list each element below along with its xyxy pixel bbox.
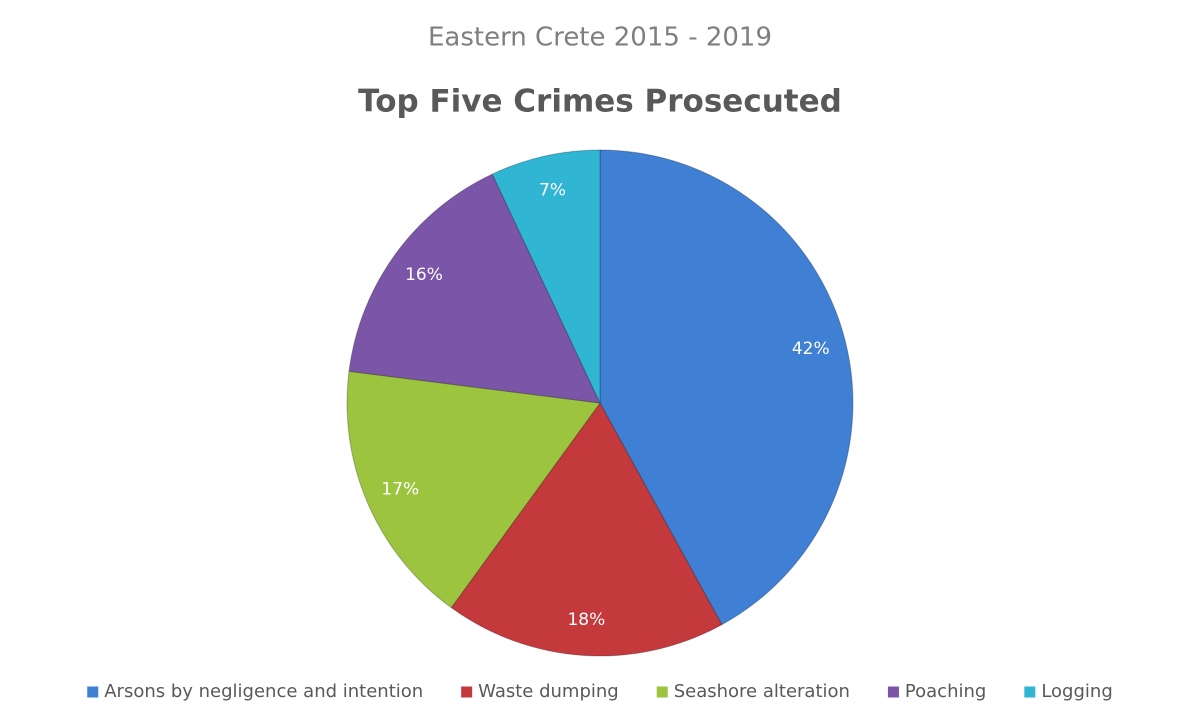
pie-slice [348,173,601,404]
legend-swatch [461,686,473,698]
legend-label: Logging [1041,681,1112,702]
pie-slice [599,149,854,626]
pie-slice [491,149,601,404]
chart-subtitle: Eastern Crete 2015 - 2019 [428,23,772,53]
pie-slice [346,370,601,609]
legend-label: Arsons by negligence and intention [104,681,423,702]
legend-label: Waste dumping [478,681,619,702]
legend-swatch [1024,686,1036,698]
data-label: 7% [539,181,566,201]
legend-swatch [887,686,899,698]
data-label: 42% [792,339,830,359]
data-label: 16% [405,265,443,285]
pie-slice [450,402,723,657]
legend-swatch [87,686,99,698]
legend-label: Seashore alteration [674,681,850,702]
chart-title: Top Five Crimes Prosecuted [358,84,842,120]
data-label: 18% [567,610,605,630]
data-label: 17% [381,479,419,499]
legend-swatch [656,686,668,698]
legend-label: Poaching [905,681,986,702]
